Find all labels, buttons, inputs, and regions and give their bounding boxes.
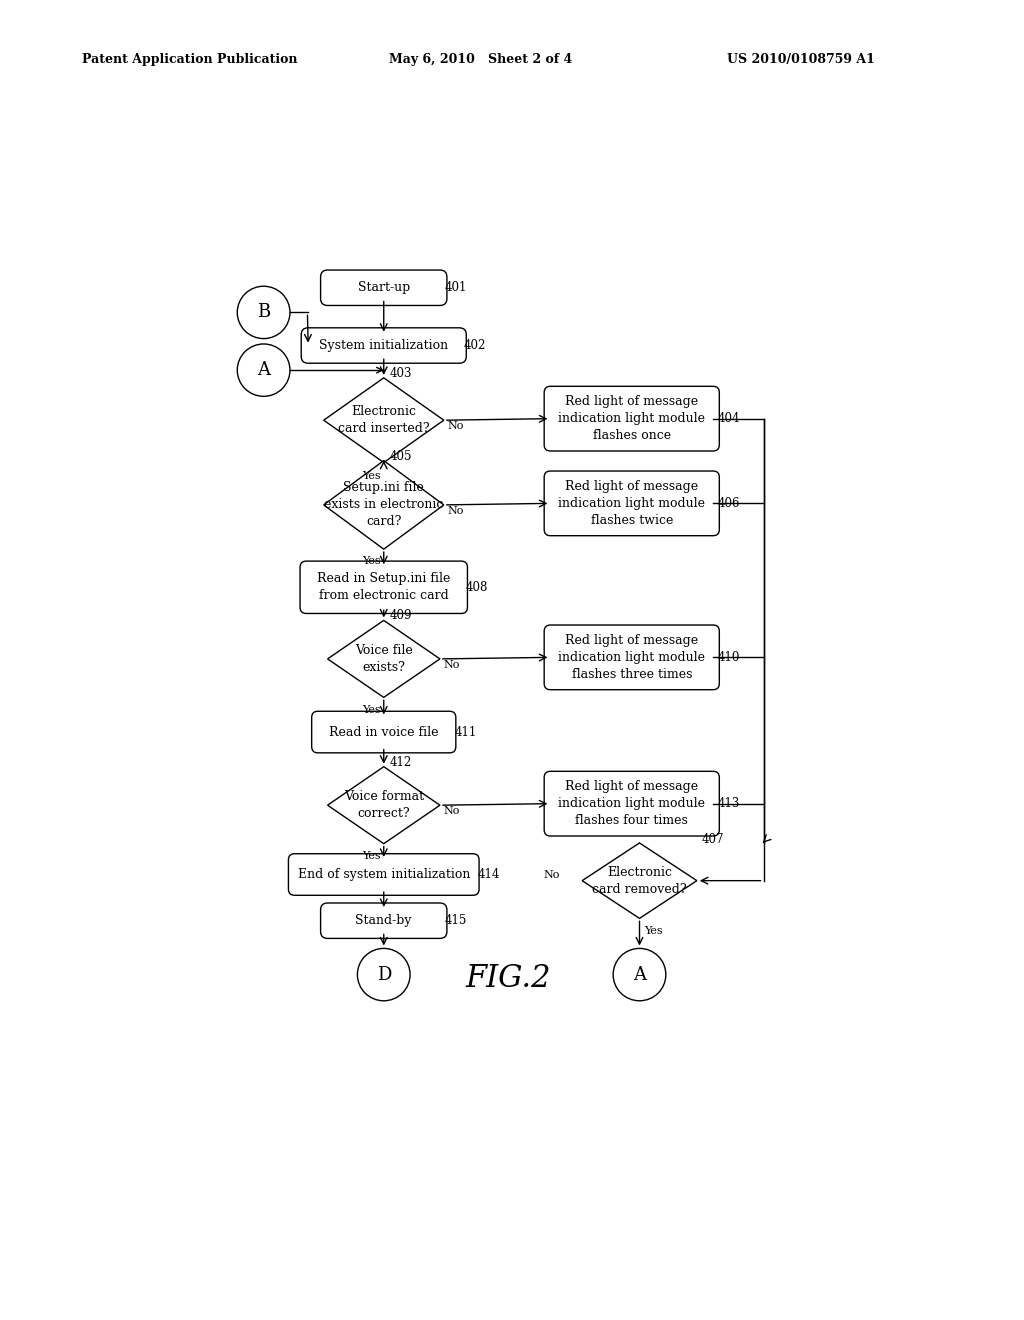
Text: No: No <box>447 421 464 432</box>
Text: Start-up: Start-up <box>357 281 410 294</box>
Text: Voice file
exists?: Voice file exists? <box>355 644 413 675</box>
Text: FIG.2: FIG.2 <box>465 964 551 994</box>
FancyBboxPatch shape <box>300 561 467 614</box>
Text: 403: 403 <box>390 367 413 380</box>
Polygon shape <box>328 767 440 843</box>
Text: A: A <box>633 966 646 983</box>
FancyBboxPatch shape <box>301 327 466 363</box>
Text: Electronic
card inserted?: Electronic card inserted? <box>338 405 429 436</box>
Text: No: No <box>443 660 460 671</box>
Text: Read in Setup.ini file
from electronic card: Read in Setup.ini file from electronic c… <box>317 573 451 602</box>
Text: 414: 414 <box>477 869 500 880</box>
Text: No: No <box>447 506 464 516</box>
Text: Yes: Yes <box>362 851 381 861</box>
Text: Setup.ini file
exists in electronic
card?: Setup.ini file exists in electronic card… <box>324 482 443 528</box>
Text: 401: 401 <box>444 281 467 294</box>
Text: 406: 406 <box>718 496 740 510</box>
Text: No: No <box>443 807 460 816</box>
Polygon shape <box>328 620 440 697</box>
Text: End of system initialization: End of system initialization <box>298 869 470 880</box>
Circle shape <box>357 948 410 1001</box>
Text: D: D <box>377 966 391 983</box>
Text: 415: 415 <box>444 915 467 927</box>
Text: Yes: Yes <box>362 705 381 714</box>
Text: Voice format
correct?: Voice format correct? <box>344 791 424 820</box>
Text: 402: 402 <box>464 339 486 352</box>
Text: 407: 407 <box>701 833 724 846</box>
FancyBboxPatch shape <box>544 626 719 689</box>
Text: 408: 408 <box>466 581 488 594</box>
Text: Stand-by: Stand-by <box>355 915 412 927</box>
Text: 404: 404 <box>718 412 740 425</box>
FancyBboxPatch shape <box>289 854 479 895</box>
Circle shape <box>238 286 290 339</box>
Text: Red light of message
indication light module
flashes once: Red light of message indication light mo… <box>558 395 706 442</box>
FancyBboxPatch shape <box>311 711 456 752</box>
Text: 409: 409 <box>390 610 413 622</box>
Text: B: B <box>257 304 270 321</box>
Text: 411: 411 <box>455 726 476 739</box>
FancyBboxPatch shape <box>544 387 719 451</box>
Circle shape <box>613 948 666 1001</box>
Text: System initialization: System initialization <box>319 339 449 352</box>
Text: 413: 413 <box>718 797 740 810</box>
FancyBboxPatch shape <box>321 903 446 939</box>
Text: 412: 412 <box>390 755 413 768</box>
Text: Patent Application Publication: Patent Application Publication <box>82 53 297 66</box>
Text: 405: 405 <box>390 450 413 462</box>
Text: Red light of message
indication light module
flashes three times: Red light of message indication light mo… <box>558 634 706 681</box>
FancyBboxPatch shape <box>321 271 446 305</box>
Text: May 6, 2010   Sheet 2 of 4: May 6, 2010 Sheet 2 of 4 <box>389 53 572 66</box>
Text: Red light of message
indication light module
flashes twice: Red light of message indication light mo… <box>558 480 706 527</box>
Text: Red light of message
indication light module
flashes four times: Red light of message indication light mo… <box>558 780 706 828</box>
Circle shape <box>238 345 290 396</box>
Text: US 2010/0108759 A1: US 2010/0108759 A1 <box>727 53 874 66</box>
Polygon shape <box>324 378 443 462</box>
Text: Electronic
card removed?: Electronic card removed? <box>592 866 687 896</box>
Polygon shape <box>583 843 697 919</box>
Text: A: A <box>257 362 270 379</box>
Text: Read in voice file: Read in voice file <box>329 726 438 739</box>
Polygon shape <box>324 461 443 549</box>
Text: Yes: Yes <box>362 471 381 482</box>
FancyBboxPatch shape <box>544 771 719 836</box>
FancyBboxPatch shape <box>544 471 719 536</box>
Text: Yes: Yes <box>644 925 663 936</box>
Text: Yes: Yes <box>362 557 381 566</box>
Text: 410: 410 <box>718 651 740 664</box>
Text: No: No <box>544 870 560 879</box>
